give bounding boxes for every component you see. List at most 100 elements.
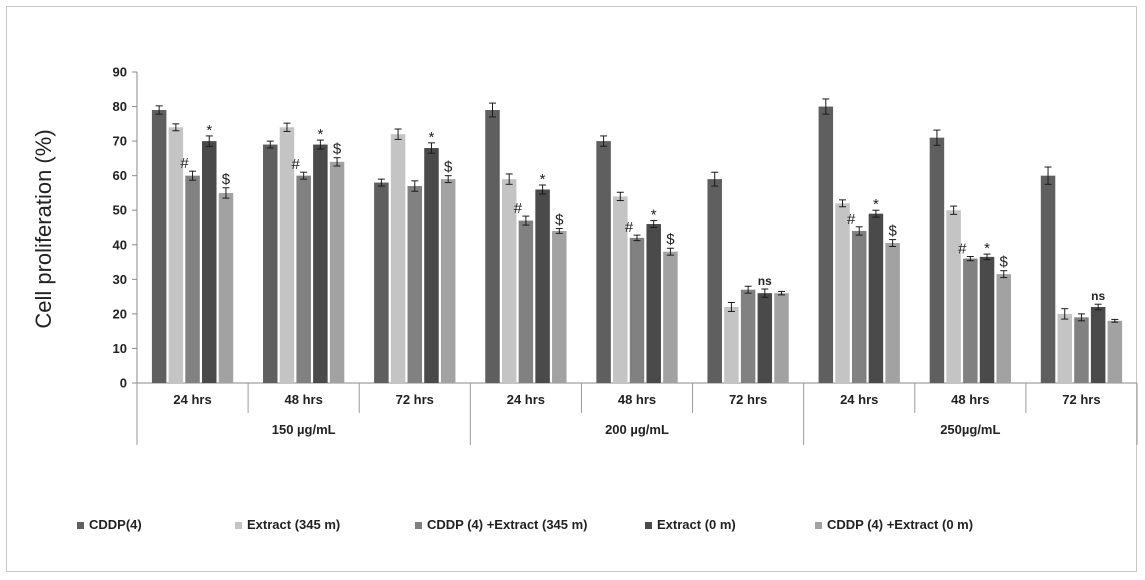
bar xyxy=(596,141,611,383)
bar xyxy=(868,213,884,383)
y-tick-label: 50 xyxy=(113,203,127,218)
bar xyxy=(218,192,234,383)
bar xyxy=(707,179,722,383)
annotation-hash: # xyxy=(847,211,856,228)
bar xyxy=(885,243,900,383)
legend-swatch xyxy=(77,522,84,529)
bar xyxy=(263,144,278,383)
annotation-hash: # xyxy=(180,155,189,172)
legend-swatch xyxy=(235,522,242,529)
bar xyxy=(552,230,567,383)
y-tick-label: 90 xyxy=(113,65,127,80)
annotation-star: * xyxy=(651,207,657,224)
annotation-dollar: $ xyxy=(555,212,564,229)
bar xyxy=(329,161,345,383)
bar xyxy=(1074,317,1089,383)
bar xyxy=(296,175,311,383)
bar xyxy=(818,106,834,384)
annotation-dollar: $ xyxy=(1000,254,1009,271)
annotation-hash: # xyxy=(291,156,300,173)
bar xyxy=(1040,175,1056,383)
annotation-star: * xyxy=(540,171,546,188)
y-tick-label: 20 xyxy=(113,306,127,321)
bar xyxy=(996,274,1011,383)
annotation-ns: ns xyxy=(1091,289,1105,303)
x-tick-label: 24 hrs xyxy=(507,392,545,407)
annotation-star: * xyxy=(429,129,435,146)
bar xyxy=(168,127,184,384)
annotation-hash: # xyxy=(625,219,634,236)
y-tick-label: 30 xyxy=(113,272,127,287)
y-axis-label: Cell proliferation (%) xyxy=(31,129,56,328)
legend-swatch xyxy=(815,522,822,529)
x-tick-label: 72 hrs xyxy=(396,392,434,407)
x-tick-label: 48 hrs xyxy=(285,392,323,407)
x-tick-label: 72 hrs xyxy=(1062,392,1100,407)
legend-swatch xyxy=(645,522,652,529)
axes: 0 10 20 30 40 50 60 70 80 90 24 hrs 48 hrs 72 hrs 24 … xyxy=(113,65,1138,445)
legend-swatch xyxy=(415,522,422,529)
y-tick-label: 40 xyxy=(113,237,127,252)
bar xyxy=(963,258,978,383)
bar xyxy=(851,230,867,383)
bar xyxy=(501,179,517,383)
bar xyxy=(835,203,850,383)
bar xyxy=(1057,313,1072,383)
bar xyxy=(440,179,456,383)
bar xyxy=(1107,320,1123,383)
annotation-hash: # xyxy=(958,241,967,258)
annotation-ns: ns xyxy=(758,274,772,288)
bar xyxy=(407,186,423,383)
bar xyxy=(929,137,945,383)
legend-label: CDDP (4) +Extract (345 m) xyxy=(427,517,588,532)
y-tick-label: 60 xyxy=(113,168,127,183)
y-tick-label: 0 xyxy=(120,376,127,391)
annotation-dollar: $ xyxy=(333,141,342,158)
annotation-star: * xyxy=(984,240,990,257)
bar xyxy=(663,251,678,383)
bar xyxy=(390,134,406,383)
bar xyxy=(518,220,534,383)
bar xyxy=(774,293,789,383)
bar xyxy=(202,141,217,383)
group-label: 200 µg/mL xyxy=(605,422,669,437)
bar xyxy=(185,175,200,383)
bar xyxy=(485,110,500,383)
bar xyxy=(374,182,389,383)
error-bars xyxy=(155,98,1119,323)
significance-annotations: # * $ # * $ * $ # * $ # * $ ns # * $ # * $ ns xyxy=(180,122,1105,303)
bars xyxy=(151,106,1123,384)
annotation-star: * xyxy=(317,126,323,143)
legend-label: Extract (345 m) xyxy=(247,517,340,532)
chart-frame: Cell proliferation (%) 0 10 20 30 40 50 60 70 80… xyxy=(6,6,1138,572)
bar xyxy=(279,127,295,384)
bar xyxy=(724,306,739,383)
legend: CDDP(4) Extract (345 m) CDDP (4) +Extract … xyxy=(77,517,973,532)
annotation-dollar: $ xyxy=(888,223,897,240)
x-tick-label: 72 hrs xyxy=(729,392,767,407)
y-tick-label: 80 xyxy=(113,99,127,114)
legend-label: CDDP (4) +Extract (0 m) xyxy=(827,517,973,532)
bar xyxy=(979,256,995,383)
group-label: 150 µg/mL xyxy=(272,422,336,437)
annotation-star: * xyxy=(873,196,879,213)
y-tick-label: 10 xyxy=(113,341,127,356)
annotation-hash: # xyxy=(514,200,523,217)
annotation-dollar: $ xyxy=(666,231,675,248)
annotation-dollar: $ xyxy=(444,159,453,176)
bar xyxy=(151,110,167,383)
bar xyxy=(313,144,328,383)
bar-chart: Cell proliferation (%) 0 10 20 30 40 50 60 70 80… xyxy=(31,65,1138,532)
bar xyxy=(757,293,773,383)
annotation-dollar: $ xyxy=(222,171,231,188)
legend-label: CDDP(4) xyxy=(89,517,142,532)
x-tick-label: 48 hrs xyxy=(618,392,656,407)
bar xyxy=(535,189,550,383)
bar xyxy=(629,237,645,383)
bar xyxy=(424,148,439,383)
legend-label: Extract (0 m) xyxy=(657,517,736,532)
bar xyxy=(613,196,628,383)
x-tick-label: 24 hrs xyxy=(173,392,211,407)
bar xyxy=(646,224,661,383)
bar xyxy=(946,210,961,383)
